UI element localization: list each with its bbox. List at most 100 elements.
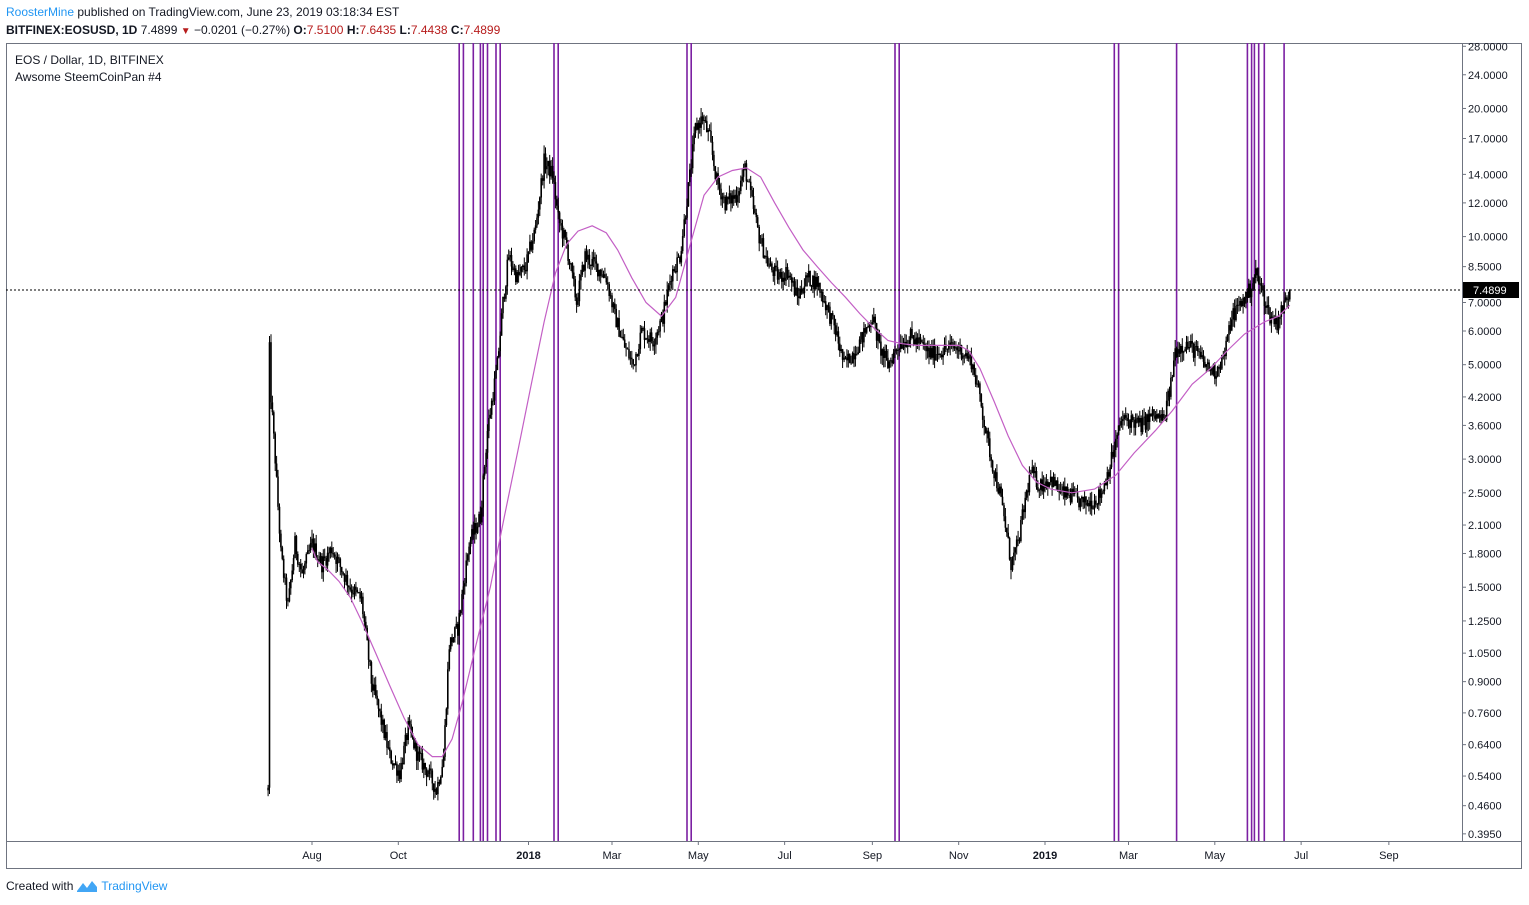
- author-link[interactable]: RoosterMine: [6, 5, 75, 19]
- candle-body-168: [505, 286, 507, 299]
- candle-body-543: [1035, 471, 1038, 488]
- candle-body-344: [754, 208, 756, 213]
- candle-body-494: [966, 353, 968, 359]
- plot-area[interactable]: [6, 43, 1463, 842]
- candle-body-56: [346, 574, 349, 586]
- y-tick-label-21: 0.7600: [1468, 708, 1502, 720]
- candle-body-354: [768, 265, 770, 267]
- candle-body-236: [601, 275, 603, 277]
- candle-body-528: [1014, 547, 1017, 553]
- candle-body-15: [288, 588, 291, 602]
- candle-body-385: [812, 276, 814, 287]
- y-tick-label-25: 0.3950: [1468, 829, 1502, 841]
- candle-body-337: [744, 163, 746, 168]
- candle-body-567: [1069, 495, 1072, 503]
- candle-body-358: [773, 265, 776, 276]
- candle-body-338: [745, 163, 748, 182]
- candle-body-535: [1024, 497, 1026, 513]
- candle-body-131: [452, 637, 455, 643]
- tradingview-brand-link[interactable]: TradingView: [101, 879, 168, 893]
- candle-body-595: [1109, 467, 1111, 477]
- created-with-text: Created with: [6, 879, 74, 893]
- candle-body-265: [642, 328, 644, 329]
- candle-body-255: [628, 349, 630, 359]
- candle-body-28: [307, 550, 309, 555]
- candle-body-73: [370, 662, 373, 684]
- candle-body-620: [1144, 416, 1147, 430]
- candle-body-466: [926, 347, 929, 352]
- candle-body-709: [1270, 316, 1273, 324]
- candle-body-557: [1055, 480, 1058, 486]
- candle-body-687: [1239, 301, 1242, 306]
- candle-body-213: [568, 261, 571, 265]
- candle-body-495: [967, 356, 970, 359]
- candle-body-473: [936, 354, 939, 355]
- time-axis[interactable]: [6, 841, 1522, 869]
- candle-body-266: [643, 328, 646, 340]
- candle-body-297: [687, 182, 690, 207]
- candle-body-38: [321, 556, 323, 573]
- candle-body-447: [899, 343, 902, 349]
- candle-body-347: [758, 227, 760, 244]
- low-label: L:: [399, 23, 411, 37]
- candle-body-710: [1272, 316, 1274, 318]
- candle-body-235: [599, 269, 602, 276]
- candle-body-162: [496, 357, 499, 371]
- candle-body-94: [400, 762, 402, 780]
- candle-body-76: [374, 684, 377, 696]
- candle-body-568: [1071, 488, 1073, 503]
- candle-body-668: [1212, 364, 1215, 375]
- candle-body-75: [373, 684, 376, 691]
- candle-body-53: [342, 572, 344, 575]
- candle-body-323: [724, 197, 726, 211]
- candle-body-527: [1013, 552, 1015, 557]
- x-tick-label-1: Oct: [390, 850, 407, 862]
- candle-body-198: [547, 160, 550, 167]
- candle-body-579: [1086, 503, 1089, 506]
- candle-body-222: [581, 265, 584, 275]
- candle-body-427: [871, 322, 874, 325]
- candle-body-591: [1103, 483, 1106, 492]
- candle-body-87: [390, 751, 392, 764]
- candle-body-404: [839, 343, 841, 352]
- candle-body-43: [328, 552, 330, 554]
- candle-body-468: [929, 348, 932, 358]
- candle-body-299: [690, 168, 692, 170]
- candle-body-42: [326, 552, 329, 566]
- candle-body-263: [639, 332, 642, 350]
- candle-body-279: [662, 313, 664, 324]
- candle-body-705: [1264, 305, 1267, 308]
- candle-body-69: [365, 621, 367, 628]
- candle-body-623: [1148, 413, 1151, 422]
- y-tick-label-8: 7.0000: [1468, 297, 1502, 309]
- candle-body-330: [734, 194, 736, 199]
- candle-body-96: [403, 745, 405, 765]
- candle-body-39: [322, 556, 325, 573]
- candle-body-379: [803, 286, 806, 294]
- candle-body-238: [604, 274, 606, 278]
- candle-body-140: [465, 560, 467, 584]
- candle-body-576: [1082, 496, 1084, 503]
- candle-body-540: [1031, 466, 1034, 473]
- candle-body-271: [650, 332, 653, 341]
- candle-body-430: [875, 323, 878, 341]
- candle-body-341: [749, 181, 752, 191]
- candle-body-269: [648, 339, 650, 342]
- candle-body-407: [843, 357, 845, 360]
- candle-body-244: [612, 303, 615, 308]
- candle-body-291: [679, 257, 681, 263]
- candle-body-368: [788, 275, 790, 278]
- candle-body-185: [529, 241, 531, 252]
- candle-body-80: [380, 711, 383, 725]
- candle-body-366: [785, 267, 787, 281]
- candle-body-190: [536, 217, 538, 226]
- candle-body-77: [376, 695, 378, 700]
- price-axis[interactable]: [1462, 43, 1522, 842]
- candle-body-33: [314, 543, 316, 552]
- candle-body-233: [597, 263, 599, 277]
- candle-body-603: [1120, 421, 1123, 426]
- candle-body-29: [308, 550, 310, 552]
- candle-body-636: [1167, 390, 1169, 401]
- candle-body-360: [776, 267, 779, 280]
